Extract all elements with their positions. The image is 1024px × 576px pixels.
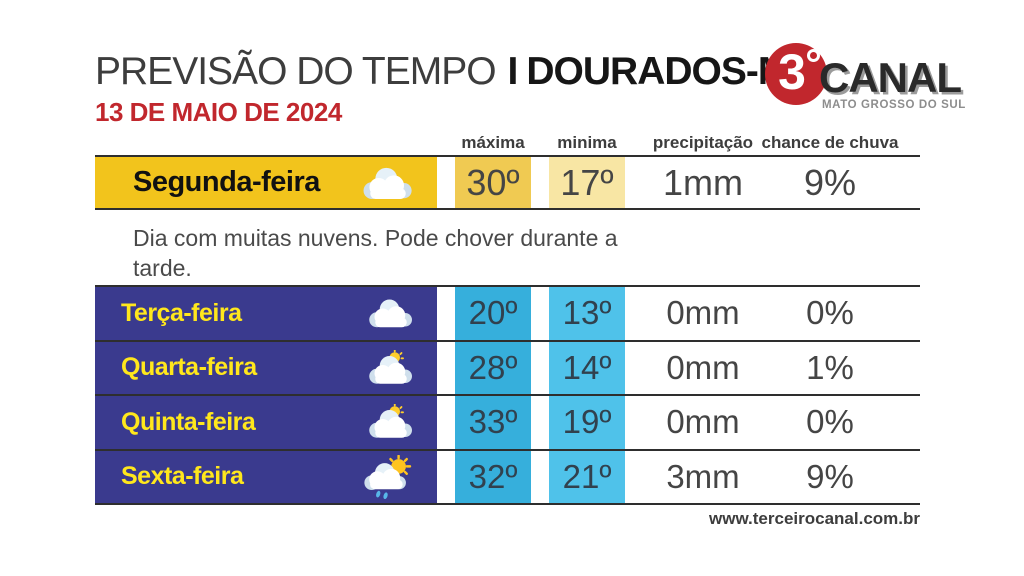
column-header-max: máxima xyxy=(461,133,525,152)
max-column-band xyxy=(455,157,531,208)
day-cell: Sexta-feira xyxy=(95,450,437,503)
precipitation: 0mm xyxy=(666,294,740,332)
column-header-chance: chance de chuva xyxy=(761,133,899,152)
max-temp: 28º xyxy=(468,348,518,386)
page-title: PREVISÃO DO TEMPO I DOURADOS-MS xyxy=(95,50,815,94)
min-temp: 17º xyxy=(560,161,614,203)
degree-icon xyxy=(807,49,820,62)
min-column-band xyxy=(549,287,625,340)
forecast-note-block: Dia com muitas nuvens. Pode chover duran… xyxy=(95,210,920,285)
title-main: PREVISÃO DO TEMPO xyxy=(95,50,497,93)
rain-chance: 9% xyxy=(806,457,854,495)
partly-sunny-icon xyxy=(369,349,412,384)
table-row-monday: Segunda-feira 30º 17º 1mm 9% xyxy=(95,155,920,210)
column-header-min: minima xyxy=(557,133,617,152)
day-cell: Quinta-feira xyxy=(95,396,437,449)
logo-number: 3 xyxy=(778,44,806,100)
day-label: Quinta-feira xyxy=(121,407,256,436)
rain-chance: 0% xyxy=(806,403,854,441)
column-header-precip: precipitação xyxy=(652,133,754,152)
cloudy-icon xyxy=(369,299,412,328)
cloudy-icon xyxy=(363,167,412,199)
table-row-friday: Sexta-feira xyxy=(95,450,920,505)
day-label: Sexta-feira xyxy=(121,462,244,491)
max-temp: 20º xyxy=(468,294,518,332)
min-column-band xyxy=(549,157,625,208)
max-column-band xyxy=(455,450,531,503)
precipitation: 1mm xyxy=(663,161,743,203)
sun-rain-icon xyxy=(364,454,412,499)
precipitation: 0mm xyxy=(666,348,740,386)
forecast-note: Dia com muitas nuvens. Pode chover duran… xyxy=(133,225,618,281)
logo-name: CANAL xyxy=(819,54,962,101)
table-row-wednesday: Quarta-feira 28º 14º 0mm 1% xyxy=(95,341,920,396)
min-temp: 14º xyxy=(562,348,612,386)
max-column-band xyxy=(455,287,531,340)
table-row-tuesday: Terça-feira 20º 13º 0mm 0% xyxy=(95,287,920,342)
rain-chance: 1% xyxy=(806,348,854,386)
forecast-table: Segunda-feira 30º 17º 1mm 9% Dia com mui… xyxy=(95,155,920,505)
min-column-band xyxy=(549,396,625,449)
min-column-band xyxy=(549,450,625,503)
max-temp: 33º xyxy=(468,403,518,441)
max-temp: 30º xyxy=(466,161,520,203)
partly-sunny-icon xyxy=(369,404,412,438)
min-temp: 21º xyxy=(562,457,612,495)
max-column-band xyxy=(455,341,531,394)
table-row-thursday: Quinta-feira 33º 19º 0mm 0% xyxy=(95,396,920,451)
precipitation: 0mm xyxy=(666,403,740,441)
max-column-band xyxy=(455,396,531,449)
max-temp: 32º xyxy=(468,457,518,495)
day-cell: Quarta-feira xyxy=(95,341,437,394)
title-separator: I xyxy=(507,50,519,93)
weekday-rows: Terça-feira 20º 13º 0mm 0% Quarta-feira xyxy=(95,285,920,505)
rain-chance: 0% xyxy=(806,294,854,332)
day-cell: Terça-feira xyxy=(95,287,437,340)
day-label: Quarta-feira xyxy=(121,353,257,382)
forecast-date: 13 DE MAIO DE 2024 xyxy=(95,97,342,127)
min-temp: 19º xyxy=(562,403,612,441)
channel-logo: 3 CANAL MATO GROSSO DO SUL xyxy=(763,40,966,112)
rain-chance: 9% xyxy=(803,161,857,203)
min-temp: 13º xyxy=(562,294,612,332)
precipitation: 3mm xyxy=(666,457,740,495)
logo-subtitle: MATO GROSSO DO SUL xyxy=(822,99,966,111)
website-url: www.terceirocanal.com.br xyxy=(709,509,920,528)
min-column-band xyxy=(549,341,625,394)
day-label: Terça-feira xyxy=(121,298,242,327)
day-label: Segunda-feira xyxy=(133,166,320,198)
day-cell: Segunda-feira xyxy=(95,157,437,208)
